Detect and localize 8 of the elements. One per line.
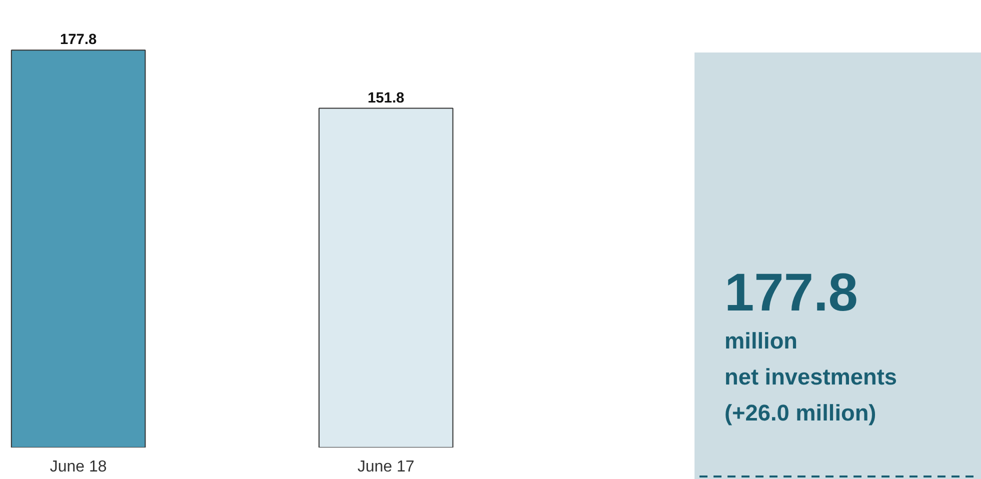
text: (+26.0 million)	[724, 400, 876, 426]
x-tick-label: June 18	[50, 458, 107, 476]
x-tick-label: June 17	[357, 458, 415, 476]
text: million	[724, 328, 798, 354]
text: net investments	[724, 364, 897, 390]
data-label: 151.8	[368, 90, 404, 106]
data-label: 177.8	[60, 32, 97, 48]
text: 177.8	[724, 264, 858, 322]
